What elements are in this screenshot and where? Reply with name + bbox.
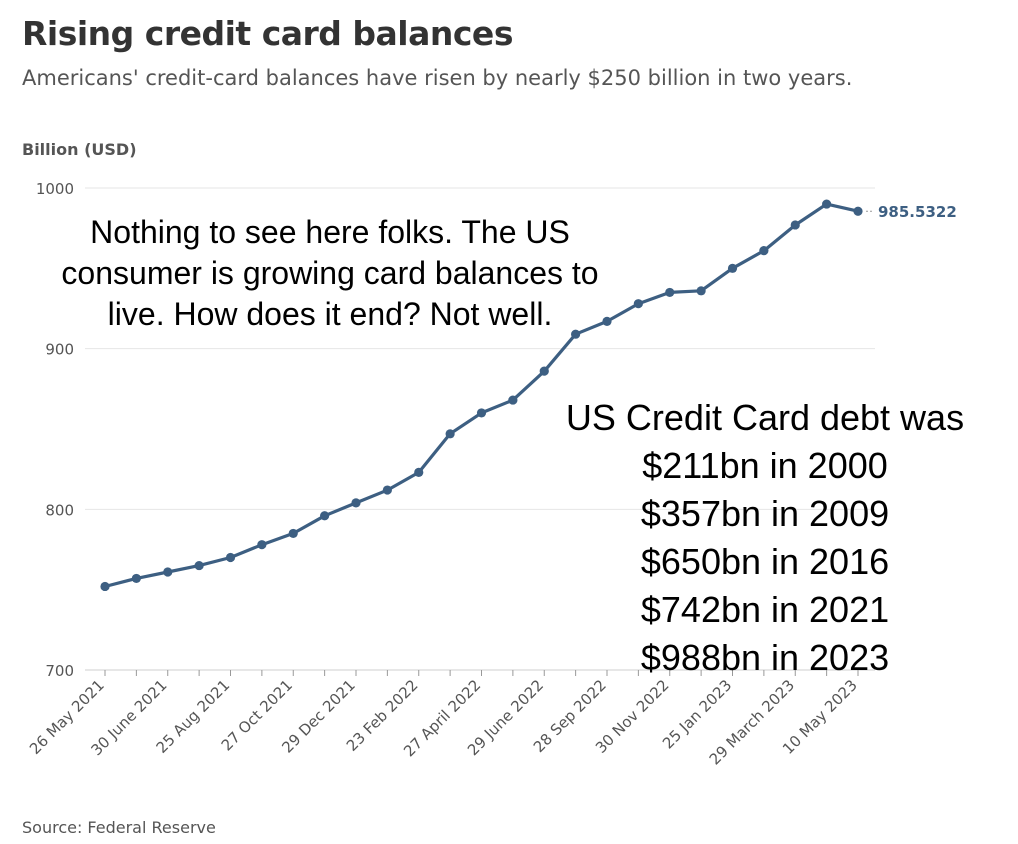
data-point bbox=[790, 220, 800, 230]
data-point bbox=[759, 246, 769, 256]
y-tick-label: 800 bbox=[45, 501, 74, 519]
data-point bbox=[571, 329, 581, 339]
data-point bbox=[414, 467, 424, 477]
data-point bbox=[257, 540, 267, 550]
data-point bbox=[665, 287, 675, 298]
data-point bbox=[100, 581, 110, 592]
source-note: Source: Federal Reserve bbox=[22, 818, 216, 837]
end-value-text: 985.5322 bbox=[878, 203, 957, 221]
debt-history-line: $742bn in 2021 bbox=[640, 589, 890, 630]
debt-history-line: $211bn in 2000 bbox=[642, 445, 888, 486]
chart-title: Rising credit card balances bbox=[22, 14, 513, 53]
data-point bbox=[822, 199, 832, 209]
debt-history-line: $357bn in 2009 bbox=[640, 493, 890, 534]
y-tick-labels: 700 800 900 1000 bbox=[36, 180, 74, 680]
debt-history-line: $988bn in 2023 bbox=[640, 637, 890, 678]
data-point bbox=[696, 286, 706, 296]
data-point bbox=[225, 552, 236, 563]
y-tick-label: 700 bbox=[45, 662, 74, 680]
data-point bbox=[633, 299, 643, 309]
y-tick-label: 900 bbox=[45, 341, 74, 359]
y-tick-label: 1000 bbox=[36, 180, 74, 198]
data-point bbox=[539, 366, 549, 376]
grid-lines bbox=[85, 187, 875, 676]
data-point bbox=[602, 316, 612, 326]
data-point bbox=[727, 263, 738, 273]
data-point bbox=[163, 567, 173, 577]
data-point bbox=[853, 206, 863, 216]
data-point bbox=[476, 408, 487, 418]
data-point bbox=[351, 498, 361, 508]
annotation-comment: Nothing to see here folks. The US consum… bbox=[61, 214, 599, 332]
data-point bbox=[382, 485, 392, 495]
data-point bbox=[508, 395, 518, 405]
debt-history-line: US Credit Card debt was bbox=[565, 397, 965, 438]
debt-history-line: $650bn in 2016 bbox=[640, 541, 890, 582]
y-axis-label: Billion (USD) bbox=[22, 140, 137, 159]
chart-subtitle: Americans' credit-card balances have ris… bbox=[22, 66, 853, 90]
data-point bbox=[320, 511, 330, 521]
annotation-debt-history: US Credit Card debt was $211bn in 2000 $… bbox=[520, 394, 1010, 682]
data-point bbox=[445, 429, 455, 439]
data-point bbox=[131, 573, 141, 584]
data-point bbox=[194, 560, 204, 571]
end-value-label: 985.5322 bbox=[866, 203, 957, 221]
data-point bbox=[288, 528, 298, 539]
data-points bbox=[100, 199, 863, 592]
